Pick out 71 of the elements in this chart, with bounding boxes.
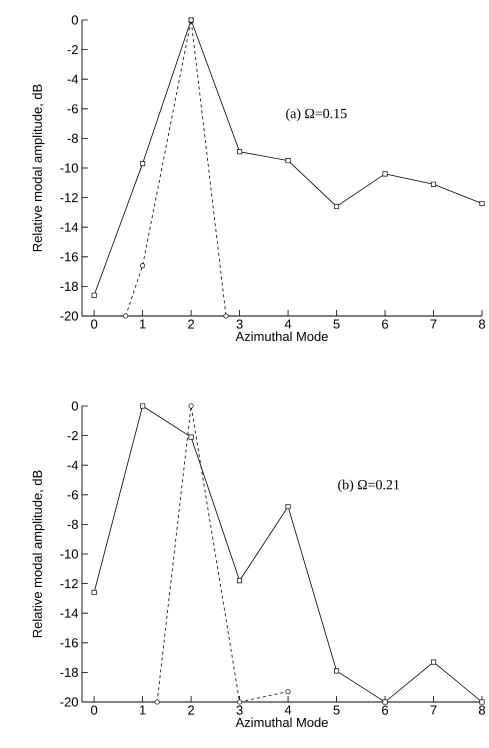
x-tick-label: 2 [188, 320, 194, 329]
y-tick-label: -12 [60, 193, 78, 202]
y-tick-label: -8 [68, 134, 78, 143]
point [479, 200, 485, 206]
annotation: (a) Ω=0.15 [286, 108, 347, 122]
y-tick-label: -16 [60, 252, 78, 262]
y-axis-title: Relative modal amplitude, dB [32, 470, 44, 638]
y-tick-label: -18 [60, 282, 78, 291]
x-tick-label: 8 [478, 320, 486, 329]
x-tick-label: 0 [91, 320, 98, 329]
x-tick-label: 8 [478, 706, 486, 715]
y-tick-label: -2 [68, 45, 78, 54]
y-tick-label: -14 [60, 608, 78, 618]
point [286, 158, 291, 164]
point [237, 149, 242, 154]
x-tick-label: 3 [236, 320, 243, 329]
point [479, 699, 485, 705]
point [123, 313, 128, 319]
y-tick-label: -18 [60, 668, 78, 677]
point [188, 17, 194, 23]
x-tick-label: 4 [284, 320, 292, 328]
y-tick-label: -14 [60, 222, 78, 232]
point [430, 659, 436, 665]
point [286, 504, 291, 510]
x-tick-label: 5 [333, 706, 340, 715]
x-tick-label: 1 [140, 320, 146, 328]
point [188, 434, 194, 440]
point [140, 161, 146, 166]
point [334, 204, 340, 210]
x-tick-label: 7 [430, 320, 436, 328]
x-tick-label: 1 [140, 706, 146, 714]
point [140, 263, 146, 268]
point [286, 689, 291, 694]
y-tick-label: -4 [68, 74, 78, 84]
point [430, 182, 436, 187]
point [140, 403, 146, 409]
y-tick-label: -6 [68, 490, 78, 500]
y-tick-label: -20 [60, 311, 78, 321]
y-tick-label: 0 [72, 15, 78, 25]
point [334, 668, 340, 674]
y-axis-title: Relative modal amplitude, dB [32, 84, 44, 252]
x-tick-label: 0 [91, 706, 98, 715]
point [92, 590, 97, 596]
point [188, 403, 194, 409]
point [237, 699, 242, 705]
y-tick-label: -8 [68, 520, 78, 529]
x-tick-label: 2 [188, 706, 194, 715]
point [92, 292, 97, 298]
point [223, 313, 229, 319]
y-tick-label: -10 [60, 163, 78, 173]
point [154, 699, 160, 705]
y-tick-label: -10 [60, 549, 78, 559]
y-tick-label: -16 [60, 638, 78, 648]
y-tick-label: -4 [68, 460, 78, 470]
x-tick-label: 5 [333, 320, 340, 329]
x-tick-label: 4 [284, 706, 292, 714]
x-tick-label: 3 [236, 706, 243, 715]
x-tick-label: 6 [382, 706, 388, 715]
x-axis-title: Azimuthal Mode [236, 718, 328, 728]
x-axis-title: Azimuthal Mode [236, 332, 328, 342]
point [237, 578, 242, 584]
annotation: (b) Ω=0.21 [338, 480, 400, 492]
x-tick-label: 6 [382, 320, 388, 329]
point [382, 699, 388, 705]
y-tick-label: -2 [68, 431, 78, 440]
point [382, 171, 388, 176]
y-tick-label: -12 [60, 579, 78, 588]
y-tick-label: -6 [68, 104, 78, 114]
x-tick-label: 7 [430, 706, 436, 714]
y-tick-label: -20 [60, 697, 78, 707]
y-tick-label: 0 [72, 401, 78, 411]
